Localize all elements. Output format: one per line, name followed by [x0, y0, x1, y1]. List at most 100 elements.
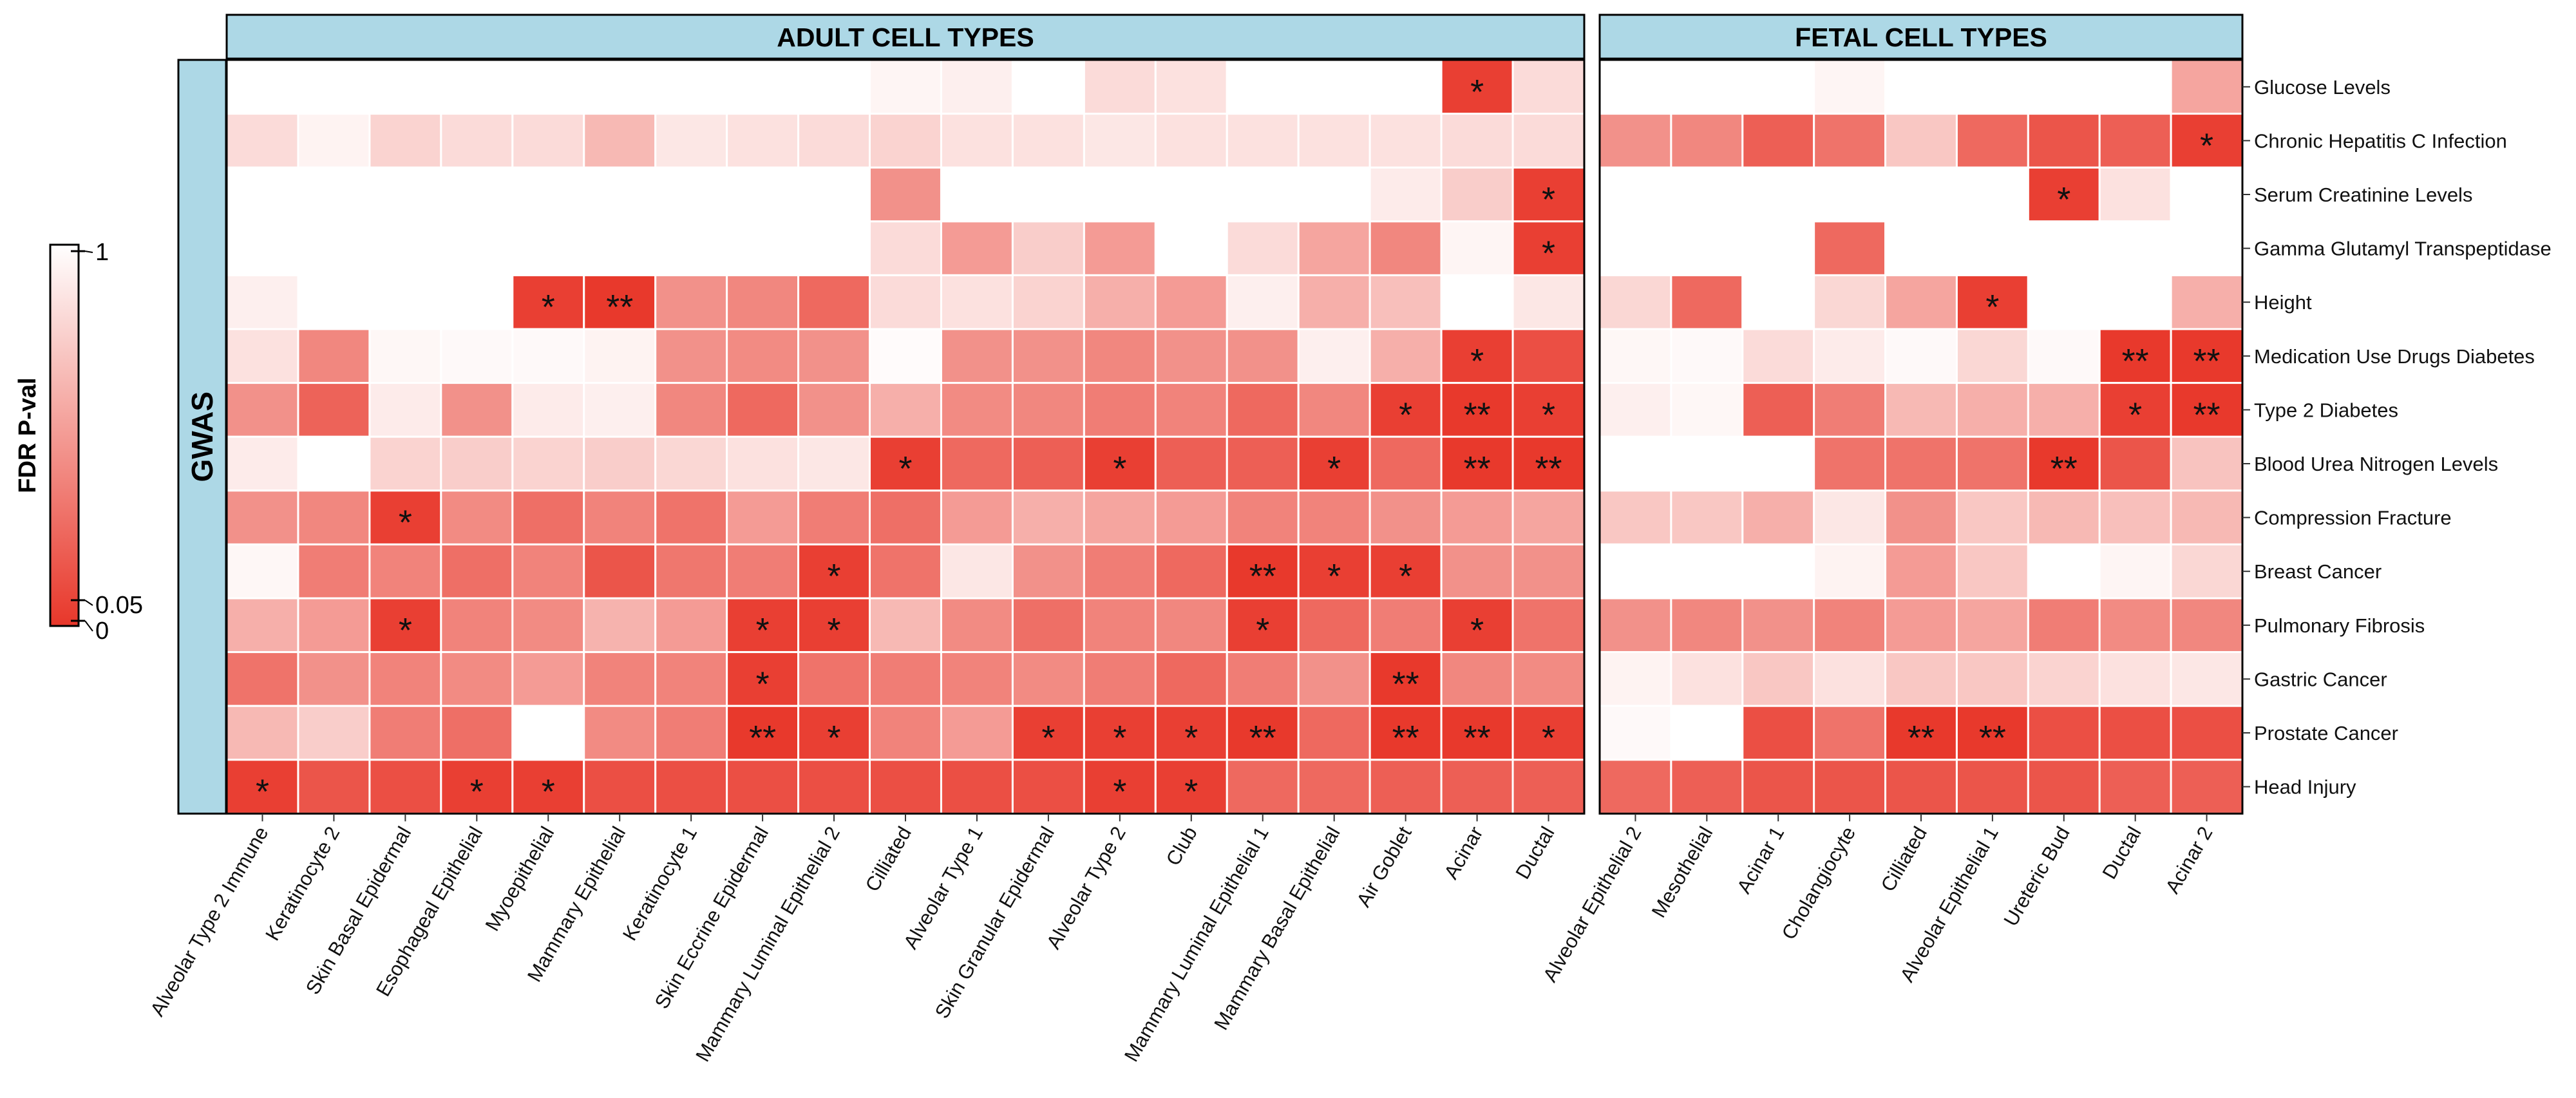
heatmap-cell — [583, 435, 657, 492]
heatmap-cell — [511, 59, 585, 115]
heatmap-cell — [1741, 435, 1815, 492]
heatmap-cell — [797, 59, 871, 115]
heatmap-cell — [1598, 543, 1672, 600]
heatmap-cell — [1670, 166, 1744, 223]
heatmap-cell — [797, 166, 871, 223]
column-label: Acinar — [1439, 822, 1487, 883]
legend-tick-label: 0 — [95, 618, 109, 645]
column-label: Cholangiocyte — [1777, 822, 1861, 943]
heatmap-cell — [1154, 59, 1228, 115]
heatmap-cell — [940, 543, 1014, 600]
significance-label: * — [1113, 773, 1126, 811]
heatmap-cell — [1884, 543, 1958, 600]
column-label: Keratinocyte 2 — [261, 822, 344, 944]
heatmap-cell — [1440, 166, 1514, 223]
heatmap-cell — [440, 435, 514, 492]
column-label: Cilliated — [861, 822, 916, 895]
significance-label: * — [898, 450, 912, 488]
heatmap-cell — [297, 597, 371, 654]
heatmap-cell — [1598, 435, 1672, 492]
heatmap-cell — [1884, 166, 1958, 223]
heatmap-cell — [1297, 597, 1371, 654]
column-label: Acinar 2 — [2161, 822, 2217, 897]
heatmap-cell — [1741, 220, 1815, 276]
heatmap-cell — [511, 543, 585, 600]
heatmap-cell — [726, 759, 800, 815]
row-label: Height — [2254, 291, 2312, 314]
column-label: Mammary Luminal Epithelial 2 — [691, 822, 844, 1065]
heatmap-cell — [1741, 274, 1815, 330]
heatmap-cell — [2027, 543, 2101, 600]
heatmap-cell — [869, 328, 942, 384]
heatmap-cell — [1598, 705, 1672, 761]
heatmap-cell — [869, 166, 942, 223]
heatmap-cell — [583, 220, 657, 276]
row-label: Head Injury — [2254, 776, 2356, 799]
heatmap-cell — [1154, 328, 1228, 384]
heatmap-cell — [1670, 59, 1744, 115]
significance-label: ** — [1908, 719, 1935, 757]
significance-label: ** — [1464, 395, 1491, 434]
heatmap-cell — [440, 328, 514, 384]
heatmap-cell — [2170, 651, 2244, 707]
significance-label: ** — [2193, 342, 2221, 381]
heatmap-cell — [726, 113, 800, 169]
significance-label: ** — [1535, 450, 1562, 488]
heatmap-cell — [2098, 705, 2172, 761]
column-label: Ureteric Bud — [1999, 822, 2074, 930]
heatmap-cell — [511, 113, 585, 169]
heatmap-cell — [1440, 489, 1514, 545]
heatmap-cell — [1813, 651, 1887, 707]
heatmap-cell — [1741, 705, 1815, 761]
heatmap-cell — [1297, 328, 1371, 384]
heatmap-cell — [797, 435, 871, 492]
heatmap-cell — [1813, 597, 1887, 654]
heatmap-cell — [225, 651, 299, 707]
significance-label: ** — [606, 288, 633, 327]
heatmap-cell — [2170, 759, 2244, 815]
significance-label: * — [756, 611, 770, 650]
heatmap-cell — [2170, 166, 2244, 223]
significance-label: * — [2200, 126, 2213, 165]
heatmap-cell — [726, 328, 800, 384]
heatmap-cell — [368, 382, 442, 438]
heatmap-cell — [1955, 597, 2029, 654]
significance-label: * — [1327, 557, 1341, 596]
heatmap-cell — [583, 705, 657, 761]
heatmap-cell — [2170, 597, 2244, 654]
heatmap-cell — [297, 759, 371, 815]
heatmap-cell — [1955, 59, 2029, 115]
heatmap-cell — [1440, 543, 1514, 600]
significance-label: * — [828, 557, 841, 596]
heatmap-cell — [1511, 543, 1586, 600]
heatmap-cell — [1226, 435, 1300, 492]
heatmap-cell — [1368, 166, 1443, 223]
heatmap-cell — [368, 597, 442, 654]
heatmap-cell — [1368, 328, 1443, 384]
significance-label: * — [399, 504, 412, 542]
heatmap-cell — [1813, 382, 1887, 438]
row-label: Blood Urea Nitrogen Levels — [2254, 453, 2498, 475]
significance-label: ** — [1979, 719, 2006, 757]
significance-label: * — [1184, 773, 1198, 811]
panel-title-1: FETAL CELL TYPES — [1795, 23, 2047, 52]
heatmap-cell — [1511, 759, 1586, 815]
heatmap-cell — [1368, 489, 1443, 545]
heatmap-cell — [726, 382, 800, 438]
heatmap-cell — [2027, 274, 2101, 330]
heatmap-cell — [1741, 382, 1815, 438]
heatmap-cell — [654, 166, 728, 223]
heatmap-cell — [2098, 166, 2172, 223]
heatmap-cell — [225, 328, 299, 384]
heatmap-cell — [1083, 59, 1157, 115]
heatmap-cell — [297, 435, 371, 492]
significance-label: * — [1113, 450, 1126, 488]
legend-tick-connector — [84, 620, 93, 632]
significance-label: * — [1327, 450, 1341, 488]
heatmap-cell — [2170, 220, 2244, 276]
heatmap-cell — [225, 705, 299, 761]
heatmap-cell — [1083, 166, 1157, 223]
heatmap-cell — [797, 220, 871, 276]
